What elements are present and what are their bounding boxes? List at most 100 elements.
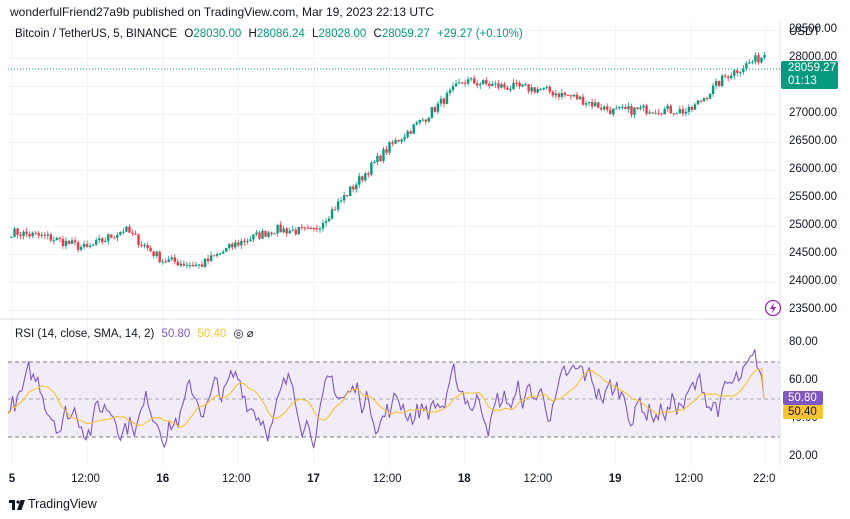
- candle-body: [333, 209, 337, 211]
- candle-body: [218, 253, 222, 255]
- candle-body: [717, 81, 721, 86]
- candle-body: [285, 228, 288, 234]
- candle-body: [705, 98, 709, 100]
- lightning-icon[interactable]: [764, 299, 782, 317]
- candle-body: [355, 184, 358, 190]
- candle-body: [609, 109, 612, 115]
- candle-body: [300, 226, 304, 228]
- candle-body: [403, 137, 406, 140]
- sma-value-tag: 50.40: [783, 405, 823, 419]
- low-label: L: [311, 28, 319, 40]
- candle-body: [336, 201, 340, 210]
- candle-body: [448, 90, 452, 93]
- symbol-title: Bitcoin / TetherUS, 5, BINANCE: [15, 28, 178, 40]
- candle-body: [376, 155, 379, 162]
- candle-body: [521, 84, 524, 87]
- candle-body: [509, 88, 512, 90]
- candle-body: [197, 264, 201, 266]
- low-value: 28028.00: [318, 28, 367, 40]
- candle-body: [70, 240, 74, 244]
- candle-body: [267, 232, 270, 237]
- candle-body: [424, 119, 428, 122]
- price-axis-label: 28000.00: [789, 51, 837, 64]
- candle-body: [488, 83, 491, 87]
- candle-body: [234, 242, 237, 248]
- candle-body: [37, 233, 40, 236]
- candle-body: [252, 234, 255, 240]
- open-label: O: [184, 28, 194, 40]
- candle-body: [55, 237, 59, 241]
- tradingview-brand[interactable]: TradingView: [9, 497, 97, 511]
- candle-body: [479, 84, 482, 86]
- candle-body: [439, 98, 443, 104]
- candle-body: [572, 94, 576, 97]
- candle-body: [185, 264, 189, 266]
- candle-body: [726, 76, 730, 79]
- candlestick-series: [10, 52, 766, 269]
- candle-body: [315, 228, 319, 230]
- price-axis-label: 25500.00: [789, 191, 837, 204]
- indicator-icons[interactable]: ◎ ⌀: [233, 328, 254, 340]
- candle-body: [563, 92, 567, 95]
- candle-body: [46, 234, 50, 236]
- candle-body: [693, 104, 697, 110]
- candle-body: [264, 230, 267, 237]
- candle-body: [536, 89, 539, 93]
- candle-body: [690, 106, 694, 110]
- candle-body: [149, 248, 152, 252]
- candle-body: [475, 83, 479, 86]
- candle-body: [524, 84, 527, 86]
- candle-body: [530, 87, 533, 92]
- candle-body: [361, 176, 364, 181]
- candle-body: [551, 91, 555, 96]
- candle-body: [85, 243, 89, 247]
- candle-body: [696, 100, 700, 105]
- candle-body: [146, 245, 149, 249]
- price-axis-label: 24000.00: [789, 275, 837, 288]
- candle-body: [539, 89, 542, 91]
- candle-body: [491, 83, 494, 87]
- price-axis-label: 28500.00: [789, 23, 837, 36]
- candle-body: [584, 103, 588, 105]
- price-axis-label: 26500.00: [789, 135, 837, 148]
- time-axis-label: 18: [457, 473, 471, 485]
- candle-body: [76, 242, 80, 250]
- candle-body: [13, 228, 16, 237]
- candle-body: [282, 228, 285, 233]
- candle-body: [672, 113, 675, 115]
- candle-body: [482, 80, 485, 85]
- candle-body: [342, 195, 346, 201]
- candle-body: [578, 96, 582, 100]
- candle-body: [675, 113, 679, 115]
- candle-body: [61, 238, 65, 246]
- candle-body: [533, 87, 536, 93]
- candle-body: [134, 233, 137, 235]
- candle-body: [82, 243, 86, 247]
- candle-body: [161, 261, 164, 263]
- candle-body: [560, 92, 564, 97]
- candle-body: [542, 87, 545, 90]
- high-value: 28086.24: [256, 28, 305, 40]
- candle-body: [660, 113, 663, 115]
- candle-body: [409, 131, 412, 134]
- candle-body: [754, 55, 757, 62]
- candle-body: [654, 112, 657, 114]
- candle-body: [603, 106, 606, 110]
- candle-body: [681, 109, 685, 114]
- candle-body: [255, 232, 258, 235]
- candle-body: [116, 234, 119, 238]
- candle-body: [276, 224, 279, 234]
- candle-body: [358, 176, 361, 185]
- candle-body: [249, 239, 252, 242]
- candle-body: [714, 81, 718, 86]
- candle-body: [179, 263, 183, 266]
- candle-body: [379, 155, 382, 161]
- rsi-axis-label: 20.00: [789, 449, 818, 462]
- candle-body: [748, 62, 751, 64]
- tradingview-logo-icon: [9, 499, 25, 510]
- candle-body: [515, 82, 518, 84]
- candle-body: [330, 209, 334, 219]
- rsi-legend[interactable]: RSI (14, close, SMA, 14, 2) 50.80 50.40 …: [15, 326, 254, 340]
- symbol-legend[interactable]: Bitcoin / TetherUS, 5, BINANCE O28030.00…: [15, 28, 523, 40]
